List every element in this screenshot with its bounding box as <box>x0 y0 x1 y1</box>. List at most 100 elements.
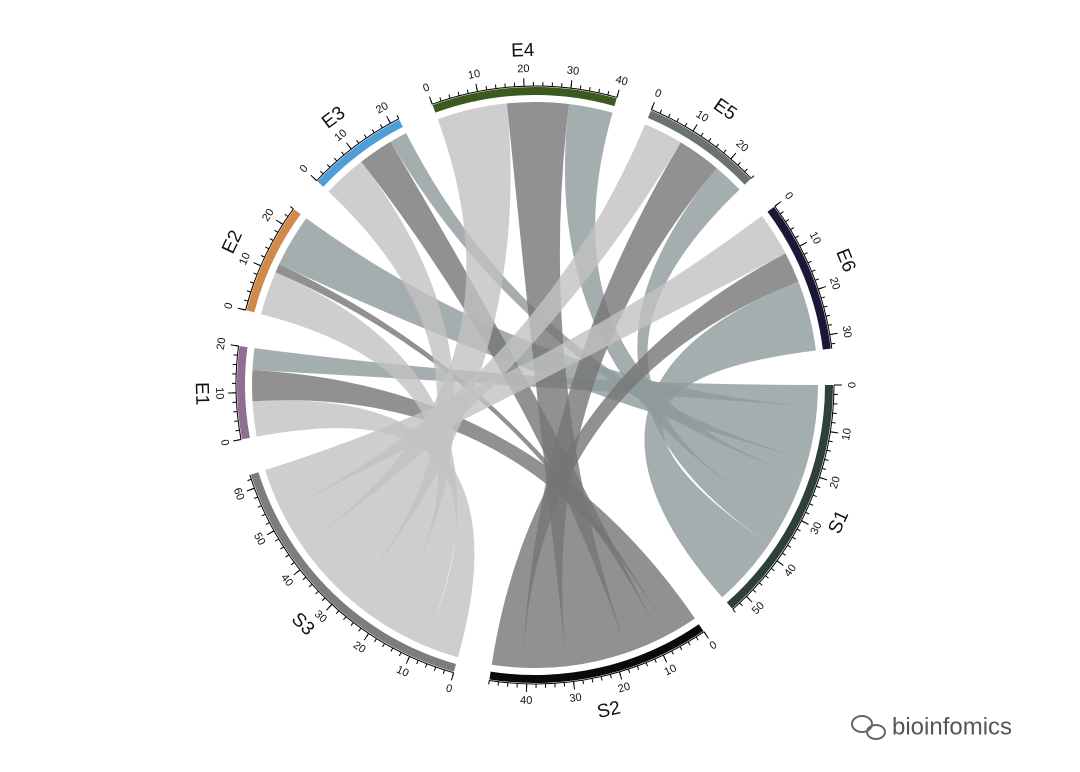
tick-label: 0 <box>222 301 235 310</box>
minor-tick <box>320 170 324 175</box>
minor-tick <box>265 522 270 525</box>
tick-label: 10 <box>332 127 349 144</box>
minor-tick <box>290 562 295 566</box>
chord <box>279 218 818 460</box>
major-tick <box>450 672 455 681</box>
minor-tick <box>382 643 386 648</box>
minor-tick <box>654 658 657 663</box>
sector-track <box>237 346 250 440</box>
chord <box>265 215 786 512</box>
minor-tick <box>269 238 274 241</box>
tick-label: 10 <box>394 664 410 680</box>
sector-name: E5 <box>709 94 740 124</box>
minor-tick <box>302 576 307 581</box>
major-tick <box>293 569 301 576</box>
minor-tick <box>700 132 704 137</box>
minor-tick <box>679 646 683 651</box>
minor-tick <box>246 290 251 293</box>
sector-track <box>767 206 831 350</box>
tick-label: 40 <box>520 695 533 707</box>
axis-line <box>489 631 705 685</box>
minor-tick <box>828 440 833 443</box>
axis-line <box>432 85 618 105</box>
major-tick <box>829 332 838 336</box>
tick-label: 10 <box>467 68 481 82</box>
axis-line <box>732 384 835 610</box>
major-tick <box>799 241 808 247</box>
minor-tick <box>739 602 743 607</box>
major-tick <box>326 604 333 611</box>
major-tick <box>650 102 655 110</box>
tick-label: 0 <box>218 438 231 446</box>
minor-tick <box>607 91 610 96</box>
minor-tick <box>765 575 769 579</box>
minor-tick <box>356 139 360 144</box>
minor-tick <box>249 281 255 284</box>
tick-label: 30 <box>840 325 854 339</box>
minor-tick <box>814 278 819 281</box>
minor-tick <box>796 528 801 532</box>
sector-name: S1 <box>825 507 854 537</box>
minor-tick <box>582 680 584 685</box>
minor-tick <box>315 590 319 595</box>
tick-label: 40 <box>278 572 295 589</box>
tick-label: 60 <box>231 486 246 502</box>
chord <box>522 142 717 668</box>
minor-tick <box>588 86 591 92</box>
major-tick <box>233 438 242 442</box>
minor-tick <box>667 113 671 118</box>
minor-tick <box>424 663 428 668</box>
minor-tick <box>820 296 826 299</box>
minor-tick <box>827 324 833 326</box>
minor-tick <box>363 134 367 139</box>
minor-tick <box>280 546 284 550</box>
minor-tick <box>442 669 446 674</box>
minor-tick <box>676 117 680 122</box>
tick-label: 20 <box>215 337 228 351</box>
minor-tick <box>671 650 674 655</box>
minor-tick <box>398 652 402 657</box>
tick-label: 10 <box>807 230 823 246</box>
chord <box>637 168 786 545</box>
minor-tick <box>284 213 289 217</box>
minor-tick <box>609 674 612 679</box>
major-tick <box>363 633 370 641</box>
watermark: bioinfomics <box>892 713 1012 740</box>
minor-tick <box>289 206 294 210</box>
tick-label: 30 <box>569 692 583 705</box>
tick-label: 10 <box>662 662 678 678</box>
tick-label: 40 <box>782 562 799 579</box>
tick-label: 10 <box>694 108 711 125</box>
minor-tick <box>600 676 603 681</box>
minor-tick <box>636 665 640 670</box>
major-tick <box>776 560 784 566</box>
major-tick <box>246 487 255 492</box>
sector-track <box>432 87 617 113</box>
minor-tick <box>341 151 345 156</box>
minor-tick <box>257 505 262 508</box>
major-tick <box>386 115 391 124</box>
axis-line <box>249 474 454 674</box>
minor-tick <box>807 260 812 264</box>
tick-label: 0 <box>421 81 431 94</box>
major-tick <box>475 83 478 92</box>
minor-tick <box>253 272 258 275</box>
tick-label: 50 <box>750 600 767 617</box>
minor-tick <box>274 229 279 233</box>
minor-tick <box>708 138 712 142</box>
chord <box>506 101 628 667</box>
sector-name: S3 <box>287 609 318 640</box>
major-tick <box>692 124 698 132</box>
tick-label: 20 <box>260 207 277 224</box>
minor-tick <box>811 269 816 273</box>
minor-tick <box>737 161 741 166</box>
minor-tick <box>343 616 347 621</box>
chord <box>644 281 816 598</box>
major-tick <box>230 344 239 347</box>
tick-label: 0 <box>653 87 663 100</box>
minor-tick <box>275 538 279 542</box>
minor-tick <box>358 627 362 632</box>
minor-tick <box>265 246 270 250</box>
major-tick <box>253 262 261 267</box>
